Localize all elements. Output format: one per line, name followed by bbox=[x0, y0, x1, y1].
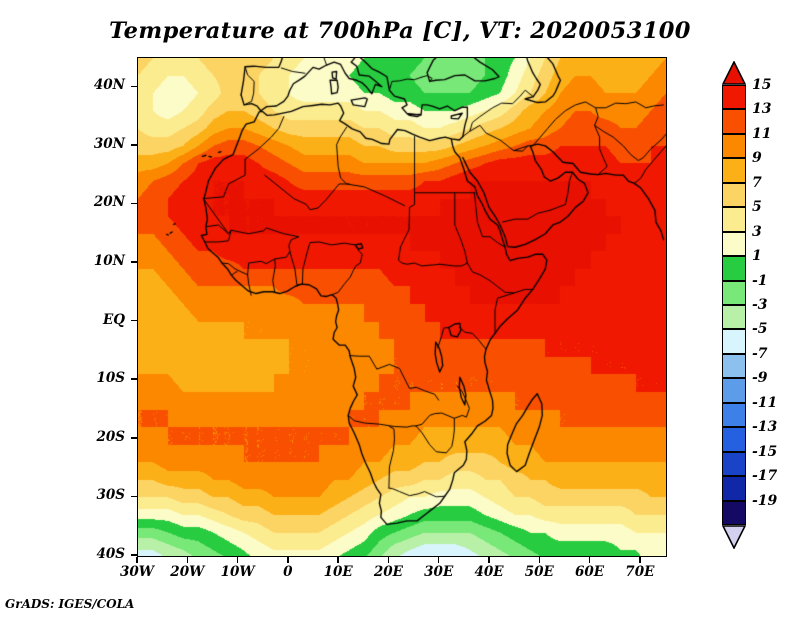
colorbar-tick-label: 15 bbox=[752, 77, 772, 93]
y-axis-label: EQ bbox=[102, 311, 125, 328]
coastline-border-overlay bbox=[138, 58, 666, 556]
x-axis-tick bbox=[236, 556, 239, 563]
y-axis-label: 30N bbox=[93, 135, 125, 152]
colorbar-band bbox=[722, 85, 746, 110]
x-axis-tick bbox=[437, 556, 440, 563]
page-title: Temperature at 700hPa [C], VT: 202005310… bbox=[109, 18, 691, 44]
y-axis-tick bbox=[131, 202, 137, 205]
map-plot-area bbox=[137, 57, 667, 557]
y-axis-label: 40N bbox=[93, 77, 125, 94]
colorbar-band bbox=[722, 402, 746, 428]
colorbar-band bbox=[722, 476, 746, 501]
y-axis-tick bbox=[131, 144, 137, 146]
x-axis-tick bbox=[136, 556, 138, 563]
colorbar-band bbox=[722, 182, 746, 208]
y-axis-label: 10N bbox=[93, 253, 125, 270]
x-axis-label: 40E bbox=[474, 564, 504, 580]
x-axis-tick bbox=[488, 556, 490, 563]
colorbar-tick-label: 7 bbox=[752, 174, 762, 191]
y-axis-label: 20N bbox=[93, 194, 125, 211]
x-axis-label: 10W bbox=[220, 564, 255, 580]
colorbar-under-arrow bbox=[722, 525, 746, 549]
colorbar-tick-label: -11 bbox=[752, 394, 778, 411]
y-axis-label: 10S bbox=[96, 370, 125, 387]
colorbar-band bbox=[722, 305, 746, 330]
colorbar-tick-label: -13 bbox=[752, 419, 778, 436]
colorbar-tick-label: -19 bbox=[752, 492, 778, 509]
colorbar-tick-label: -5 bbox=[752, 321, 768, 338]
x-axis-label: 10E bbox=[323, 564, 353, 580]
colorbar-tick-label: 11 bbox=[752, 125, 772, 142]
colorbar-tick-label: -1 bbox=[752, 272, 768, 289]
colorbar-tick-label: -3 bbox=[752, 297, 768, 313]
x-axis-tick bbox=[588, 556, 591, 563]
colorbar-band bbox=[722, 256, 746, 281]
y-axis-tick bbox=[131, 261, 137, 263]
x-axis-label: 20W bbox=[170, 564, 205, 580]
colorbar-tick-label: -17 bbox=[752, 468, 778, 485]
x-axis-label: 60E bbox=[575, 564, 605, 580]
y-axis-tick bbox=[131, 437, 137, 439]
colorbar-band bbox=[722, 378, 746, 403]
colorbar-band bbox=[722, 427, 746, 452]
x-axis-tick bbox=[387, 556, 390, 563]
colorbar-tick-label: -9 bbox=[752, 370, 768, 387]
colorbar-band bbox=[722, 280, 746, 305]
colorbar-tick-label: 13 bbox=[752, 101, 772, 118]
x-axis-label: 0 bbox=[283, 564, 293, 580]
x-axis-tick bbox=[639, 556, 641, 563]
x-axis-label: 30W bbox=[120, 564, 154, 580]
y-axis-tick bbox=[131, 85, 137, 88]
colorbar-tick-label: 5 bbox=[752, 199, 762, 216]
colorbar-band bbox=[722, 451, 746, 477]
colorbar-tick-label: 9 bbox=[752, 150, 762, 167]
x-axis-label: 50E bbox=[524, 564, 554, 580]
colorbar-band bbox=[722, 353, 746, 379]
y-axis-tick bbox=[131, 495, 137, 498]
colorbar-over-arrow bbox=[722, 61, 746, 85]
y-axis-tick bbox=[131, 319, 137, 322]
x-axis-label: 70E bbox=[625, 564, 655, 580]
x-axis-tick bbox=[287, 556, 289, 563]
grads-credit: GrADS: IGES/COLA bbox=[5, 597, 135, 611]
x-axis-label: 30E bbox=[424, 564, 454, 580]
colorbar-tick-label: -15 bbox=[752, 443, 778, 460]
colorbar-band bbox=[722, 133, 746, 159]
y-axis-label: 40S bbox=[96, 546, 125, 562]
y-axis-tick bbox=[131, 378, 137, 380]
colorbar-band bbox=[722, 207, 746, 232]
y-axis-label: 30S bbox=[96, 487, 125, 504]
x-axis-tick bbox=[337, 556, 339, 563]
y-axis-label: 20S bbox=[96, 428, 125, 445]
colorbar-tick-label: 1 bbox=[752, 248, 762, 265]
colorbar-tick-label: -7 bbox=[752, 345, 768, 362]
colorbar-tick-label: 3 bbox=[752, 223, 762, 240]
x-axis-tick bbox=[538, 556, 541, 563]
colorbar-band bbox=[722, 329, 746, 354]
colorbar-band bbox=[722, 158, 746, 183]
colorbar-band bbox=[722, 231, 746, 257]
colorbar-band bbox=[722, 500, 746, 525]
colorbar-band bbox=[722, 109, 746, 134]
x-axis-label: 20E bbox=[373, 564, 403, 580]
x-axis-tick bbox=[186, 556, 189, 563]
colorbar: -19 -17 -15 -13 -11 -9 -7 -5 -3 -1 1 3 5 7 9 11 13 15 bbox=[722, 77, 777, 525]
y-axis-tick bbox=[131, 554, 137, 556]
